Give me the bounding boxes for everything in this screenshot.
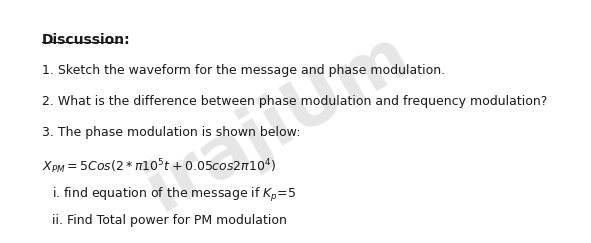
Text: Discussion:: Discussion: (42, 33, 131, 47)
Text: 2. What is the difference between phase modulation and frequency modulation?: 2. What is the difference between phase … (42, 95, 547, 108)
Text: ii. Find Total power for PM modulation: ii. Find Total power for PM modulation (52, 214, 287, 227)
Text: i. find equation of the message if $K_p$=5: i. find equation of the message if $K_p$… (52, 186, 296, 204)
Text: irajiUm: irajiUm (135, 18, 423, 225)
Text: 3. The phase modulation is shown below:: 3. The phase modulation is shown below: (42, 126, 300, 139)
Text: $X_{PM} = 5Cos(2 * \pi10^5t + 0.05cos2\pi10^4)$: $X_{PM} = 5Cos(2 * \pi10^5t + 0.05cos2\p… (42, 157, 276, 176)
Text: 1. Sketch the waveform for the message and phase modulation.: 1. Sketch the waveform for the message a… (42, 64, 445, 77)
